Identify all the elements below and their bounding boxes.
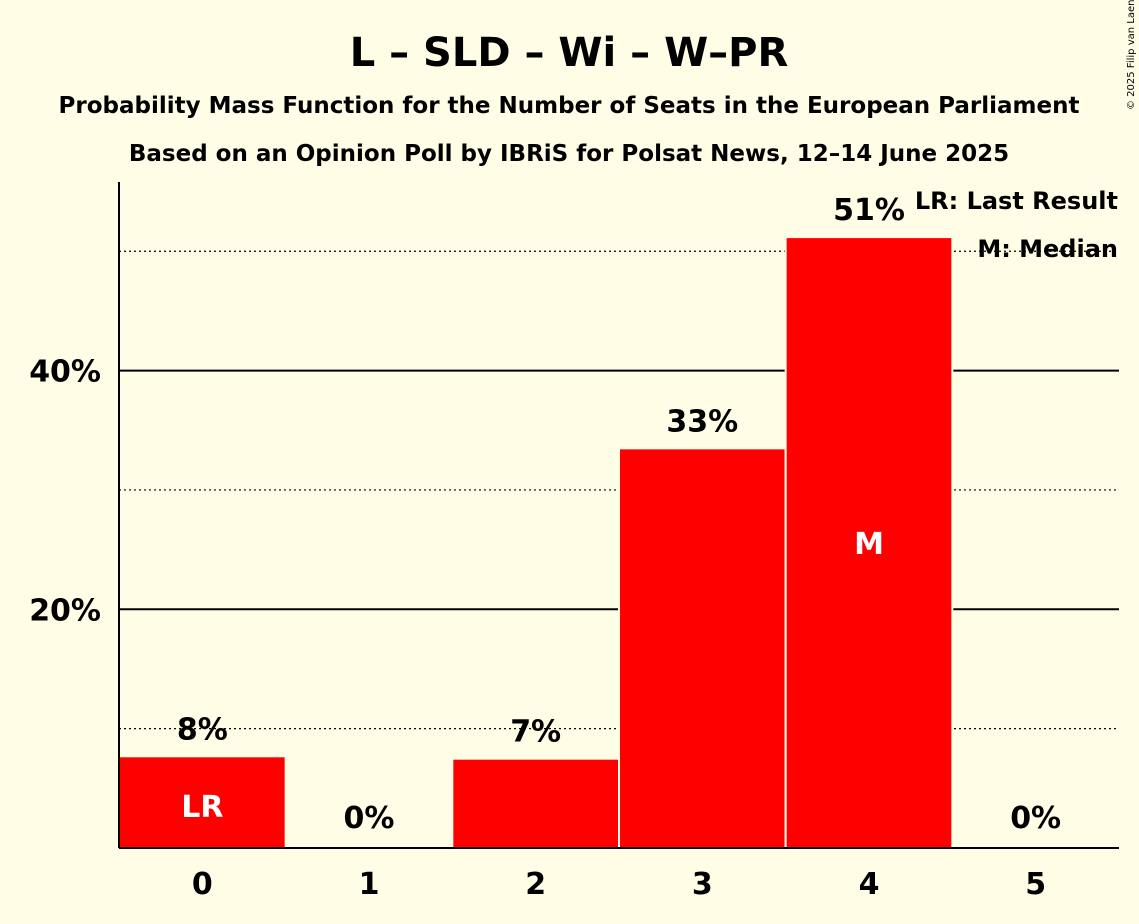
bar <box>620 449 785 848</box>
y-tick-label: 40% <box>29 355 101 390</box>
legend-median: M: Median <box>977 235 1118 263</box>
bar-value-labels: 8% LR 0% 7% 33% 51% M 0% <box>177 193 1061 836</box>
bar-value-label: 51% <box>833 193 905 228</box>
bar-value-label: 8% <box>177 712 228 747</box>
bar <box>120 757 285 848</box>
bar-value-label: 0% <box>1010 801 1061 836</box>
x-tick-label: 3 <box>692 867 713 902</box>
bar <box>453 759 618 848</box>
bars <box>118 238 954 848</box>
y-tick-label: 20% <box>29 593 101 628</box>
copyright-notice: © 2025 Filip van Laenen <box>1126 0 1137 110</box>
x-tick-label: 0 <box>192 867 213 902</box>
x-tick-label: 4 <box>859 867 880 902</box>
x-tick-label: 2 <box>525 867 546 902</box>
legend-last-result: LR: Last Result <box>915 187 1118 215</box>
bar-value-label: 7% <box>510 715 561 750</box>
chart-subtitle: Probability Mass Function for the Number… <box>59 93 1080 119</box>
chart-subtitle-source: Based on an Opinion Poll by IBRiS for Po… <box>129 141 1009 167</box>
last-result-marker: LR <box>181 790 223 825</box>
axes: 20% 40% 0 1 2 3 4 5 <box>29 182 1119 902</box>
bar <box>786 238 952 848</box>
chart-title: L – SLD – Wi – W–PR <box>350 30 789 76</box>
x-tick-label: 5 <box>1025 867 1046 902</box>
median-marker: M <box>854 527 884 562</box>
bar-value-label: 33% <box>666 404 738 439</box>
bar-value-label: 0% <box>344 801 395 836</box>
x-tick-label: 1 <box>359 867 380 902</box>
